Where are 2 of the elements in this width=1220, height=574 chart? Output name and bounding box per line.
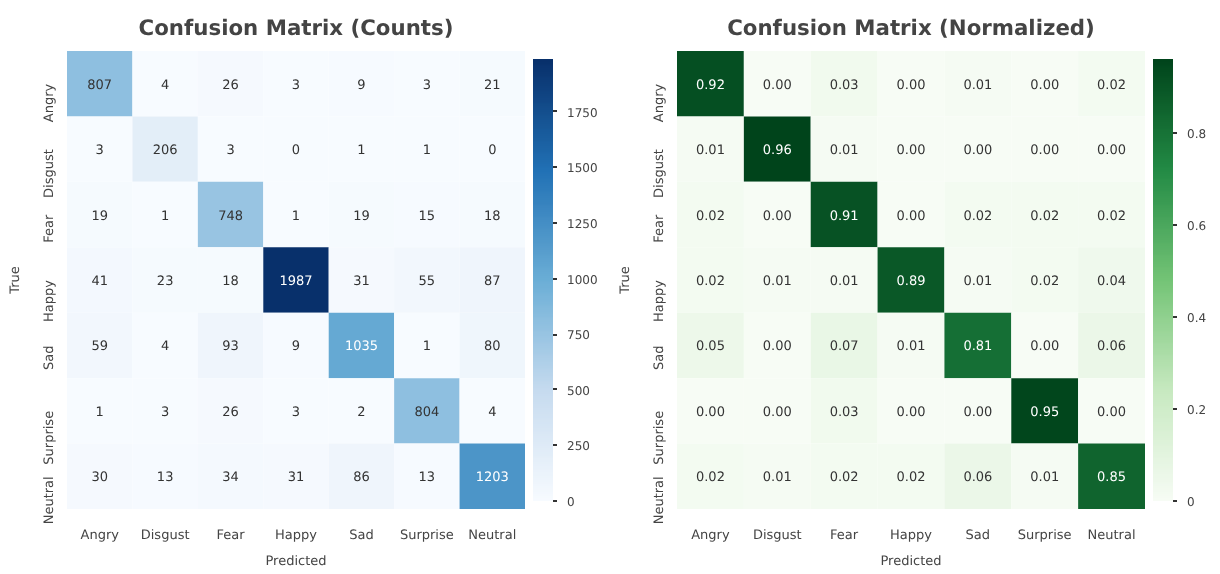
chart-title: Confusion Matrix (Normalized) (727, 15, 1095, 41)
chart-title: Confusion Matrix (Counts) (138, 15, 454, 41)
